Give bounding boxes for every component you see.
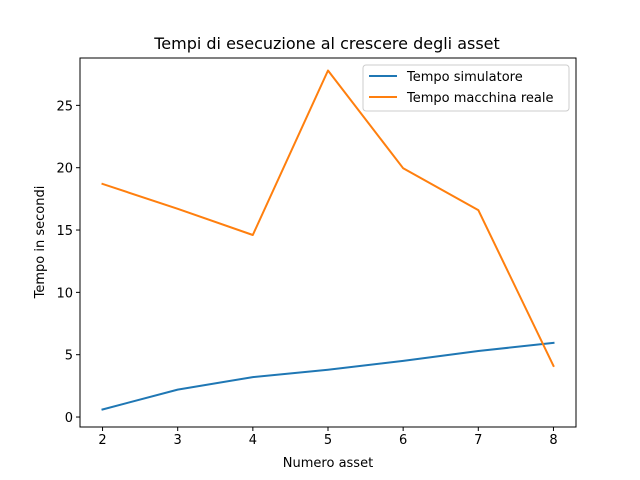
y-tick-label: 20 <box>56 162 73 177</box>
legend-box <box>362 64 570 112</box>
y-tick-label: 5 <box>65 349 73 364</box>
y-tick-label: 25 <box>56 99 73 114</box>
legend-label-0: Tempo simulatore <box>406 70 523 85</box>
y-tick-label: 10 <box>56 286 73 301</box>
y-tick-label: 15 <box>56 224 73 239</box>
x-tick-label: 5 <box>324 433 332 448</box>
x-tick-label: 6 <box>399 433 407 448</box>
y-tick-label: 0 <box>65 411 73 426</box>
x-axis: 2 3 4 5 6 7 8 <box>98 427 558 448</box>
x-tick-label: 4 <box>249 433 257 448</box>
x-tick-label: 8 <box>549 433 557 448</box>
plot-area <box>101 69 555 411</box>
chart-title: Tempi di esecuzione al crescere degli as… <box>153 34 500 53</box>
series-line-1 <box>101 69 555 368</box>
legend: Tempo simulatore Tempo macchina reale <box>362 64 570 112</box>
legend-label-1: Tempo macchina reale <box>406 91 553 106</box>
x-axis-label: Numero asset <box>283 456 373 471</box>
x-tick-label: 3 <box>174 433 182 448</box>
x-tick-label: 7 <box>474 433 482 448</box>
series-line-0 <box>101 341 555 411</box>
plot-frame <box>79 57 577 428</box>
y-axis: 0 5 10 15 20 25 <box>56 99 80 426</box>
x-tick-label: 2 <box>98 433 106 448</box>
y-axis-label: Tempo in secondi <box>33 186 48 300</box>
